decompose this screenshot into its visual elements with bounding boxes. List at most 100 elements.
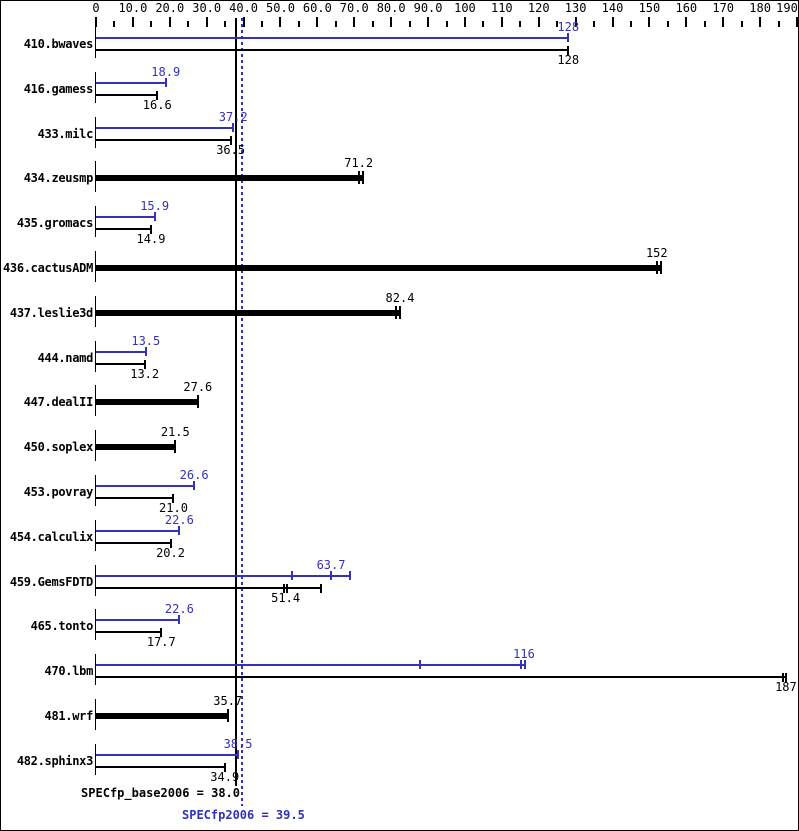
base-value-label: 21.5 [160,425,190,440]
peak-bar [96,574,351,577]
base-value-label: 36.5 [216,142,246,157]
peak-bar [96,485,195,487]
peak-bar [96,216,155,219]
x-axis-minor-tick [556,21,559,27]
benchmark-label: 437.leslie3d [9,305,93,320]
base-bar [96,49,569,51]
peak-value-label: 38.5 [223,736,253,751]
peak-value-label: 26.6 [179,468,209,482]
base-value-label: 35.7 [213,694,243,708]
x-axis-minor-tick [629,21,632,27]
run-tick [349,570,352,580]
x-axis-minor-tick [261,21,264,27]
base-bar [96,444,176,451]
x-axis-minor-tick [740,21,743,27]
x-axis-tick-label: 60.0 [302,1,332,15]
benchmark-label: 444.namd [37,350,94,365]
peak-value-label: 116 [513,647,535,662]
base-mean-line [235,18,238,786]
x-axis-tick-label: 100 [454,1,476,15]
x-axis-tick-label: 0 [92,1,100,15]
benchmark-label: 433.milc [37,126,94,141]
base-bar [96,93,158,96]
x-axis-minor-tick [593,21,596,27]
run-tick [144,346,147,356]
peak-bar [96,81,166,84]
x-axis-major-tick [95,17,97,27]
run-tick [223,762,226,772]
peak-value-label: 37.2 [218,109,248,124]
row-baseline [95,564,96,596]
benchmark-label: 410.bwaves [23,37,94,51]
peak-value-label: 22.6 [164,602,194,617]
base-bar [96,765,225,768]
x-axis-major-tick [316,17,319,27]
x-axis-tick-label: 190 [776,1,798,15]
row-baseline [95,654,96,686]
x-axis-major-tick [131,17,134,27]
run-tick [226,709,229,722]
base-bar [96,399,198,406]
base-value-label: 14.9 [136,232,166,247]
x-axis-major-tick [611,17,614,27]
run-tick [660,261,663,274]
run-tick [319,583,322,593]
benchmark-label: 453.povray [23,485,94,499]
base-score-text: SPECfp_base2006 = 38.0 [81,786,240,800]
row-baseline [95,71,96,103]
peak-bar [96,753,239,756]
base-value-label: 51.4 [271,590,301,605]
run-tick [237,749,240,759]
run-tick [282,583,285,593]
run-tick [160,628,163,638]
x-axis-major-tick [463,17,466,27]
row-baseline [95,609,96,641]
run-tick [196,395,199,409]
peak-bar [96,529,180,532]
run-tick [178,615,181,625]
x-axis-minor-tick [445,21,448,27]
row-baseline [95,340,96,372]
base-bar [96,713,228,719]
x-axis-tick-label: 110 [490,1,513,15]
peak-value-label: 15.9 [140,199,170,214]
benchmark-label: 459.GemsFDTD [9,574,93,589]
x-axis-minor-tick [334,21,337,27]
peak-score-text: SPECfp2006 = 39.5 [182,808,305,822]
x-axis-major-tick [205,17,208,27]
row-baseline [95,206,96,238]
base-value-label: 71.2 [344,156,374,171]
x-axis-major-tick [648,17,651,27]
x-axis-tick-label: 70.0 [339,1,369,15]
peak-bar [96,37,569,39]
run-tick [418,660,421,670]
row-baseline [95,385,96,417]
benchmark-label: 450.soplex [23,440,94,455]
run-tick [520,660,523,670]
run-tick [285,583,288,593]
x-axis-tick-label: 150 [638,1,661,15]
benchmark-label: 436.cactusADM [2,261,93,275]
base-bar [96,309,400,316]
x-axis-minor-tick [482,21,485,27]
x-axis-tick-label: 10.0 [118,1,148,15]
x-axis-minor-tick [187,21,190,27]
benchmark-label: 447.dealII [23,395,94,410]
row-baseline [95,251,96,282]
run-tick [149,225,152,235]
run-tick [169,538,172,548]
base-value-label: 34.9 [210,769,240,784]
base-value-label: 17.7 [146,635,176,650]
run-tick [153,212,156,222]
x-axis-major-tick [427,17,430,27]
base-bar [96,541,171,544]
base-value-label: 187 [775,680,797,695]
run-tick [330,570,333,580]
peak-value-label: 63.7 [316,557,346,572]
base-value-label: 152 [645,246,668,260]
run-tick [193,481,196,490]
row-baseline [95,743,96,775]
base-value-label: 82.4 [385,290,415,305]
